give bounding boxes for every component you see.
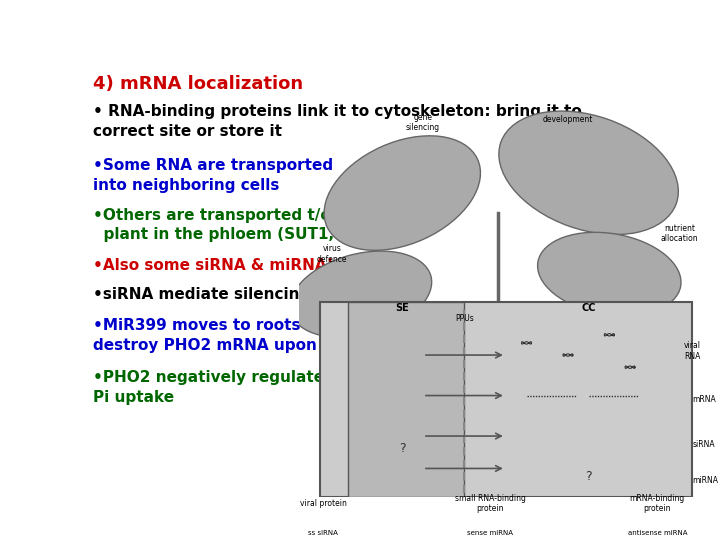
Text: antisense miRNA: antisense miRNA xyxy=(628,530,687,536)
Text: development: development xyxy=(543,115,593,124)
Text: gene
silencing: gene silencing xyxy=(406,113,440,132)
Text: •Also some siRNA & miRNA!: •Also some siRNA & miRNA! xyxy=(93,258,333,273)
Text: PPUs: PPUs xyxy=(455,314,474,322)
Text: •MiR399 moves to roots to
destroy PHO2 mRNA upon Pi stress: •MiR399 moves to roots to destroy PHO2 m… xyxy=(93,319,396,353)
Text: nutrient
allocation: nutrient allocation xyxy=(661,224,698,243)
Bar xyxy=(320,302,692,497)
Text: mRNA-binding
protein: mRNA-binding protein xyxy=(630,494,685,513)
Bar xyxy=(348,302,464,497)
Text: ?: ? xyxy=(399,442,405,455)
Text: SE: SE xyxy=(395,302,409,313)
Text: •Others are transported t/o the
  plant in the phloem (SUT1, KN1): •Others are transported t/o the plant in… xyxy=(93,208,381,242)
Text: 4) mRNA localization: 4) mRNA localization xyxy=(93,75,303,93)
Text: •siRNA mediate silencing: •siRNA mediate silencing xyxy=(93,287,310,302)
Text: small RNA-binding
protein: small RNA-binding protein xyxy=(455,494,526,513)
Text: siRNA: siRNA xyxy=(692,440,715,449)
Ellipse shape xyxy=(538,232,681,316)
Text: viral
RNA: viral RNA xyxy=(683,341,701,361)
Text: virus
defence: virus defence xyxy=(317,244,347,264)
Text: viral protein: viral protein xyxy=(300,499,347,508)
Text: sense miRNA: sense miRNA xyxy=(467,530,513,536)
Text: •Some RNA are transported
into neighboring cells: •Some RNA are transported into neighbori… xyxy=(93,158,333,193)
Text: CC: CC xyxy=(581,302,596,313)
Text: •PHO2 negatively regulates
Pi uptake: •PHO2 negatively regulates Pi uptake xyxy=(93,370,333,404)
Ellipse shape xyxy=(499,111,678,234)
Ellipse shape xyxy=(324,136,480,251)
Text: miRNA: miRNA xyxy=(692,476,718,485)
Text: mRNA: mRNA xyxy=(692,395,716,404)
Text: ss siRNA: ss siRNA xyxy=(308,530,338,536)
Ellipse shape xyxy=(290,251,432,338)
Text: ?: ? xyxy=(585,470,592,483)
Text: • RNA-binding proteins link it to cytoskeleton: bring it to
correct site or stor: • RNA-binding proteins link it to cytosk… xyxy=(93,104,582,138)
